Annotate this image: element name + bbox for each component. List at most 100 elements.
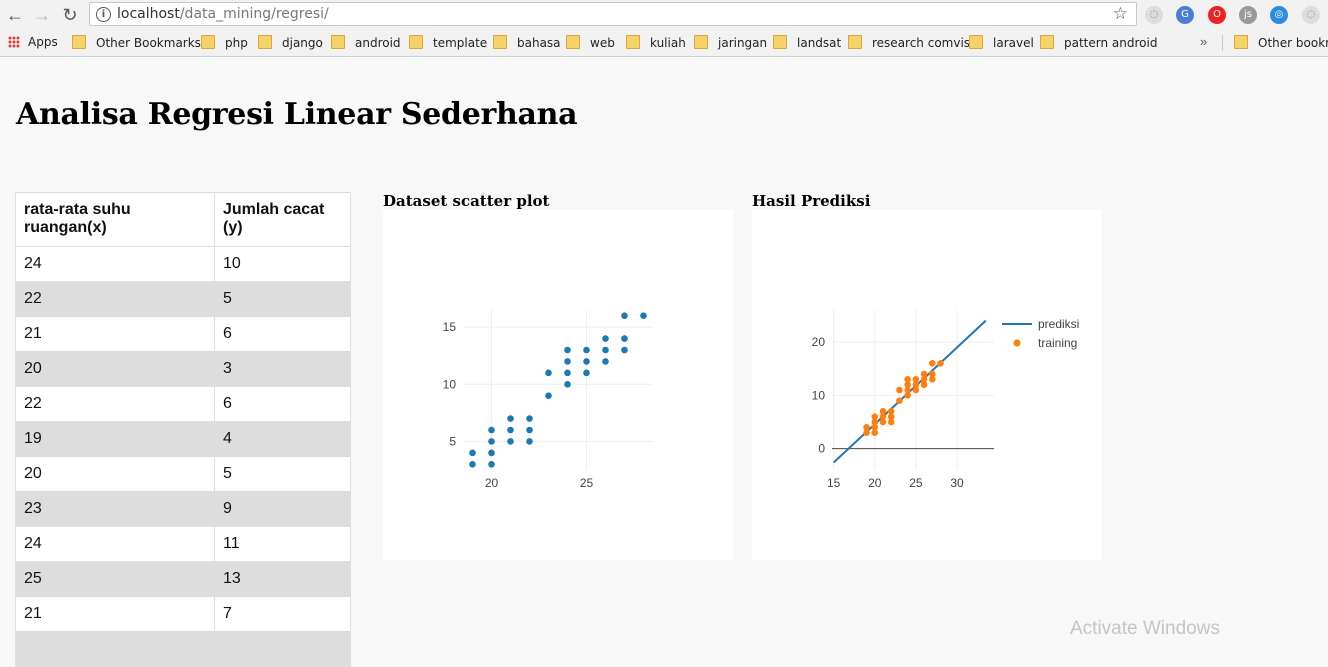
- data-point: [929, 360, 936, 367]
- site-info-icon[interactable]: i: [96, 7, 111, 22]
- folder-icon: [773, 35, 787, 49]
- cell-x: 25: [15, 561, 215, 597]
- data-point: [526, 415, 533, 422]
- data-point: [507, 426, 514, 434]
- data-point: [887, 418, 895, 426]
- data-point: [564, 380, 571, 388]
- bookmark-folder[interactable]: jaringan: [694, 35, 767, 50]
- table-row: 24 10: [15, 246, 351, 282]
- divider: [1222, 35, 1223, 51]
- data-point: [920, 370, 928, 378]
- cell-y: 10: [214, 246, 351, 282]
- folder-icon: [72, 35, 86, 49]
- url-text: localhost/data_mining/regresi/: [117, 6, 329, 22]
- forward-icon[interactable]: →: [33, 5, 51, 25]
- extension-icon[interactable]: ◌: [1145, 6, 1163, 24]
- x-tick-label: 20: [485, 476, 499, 490]
- table-row: 20 3: [15, 351, 351, 387]
- table-row: 23 9: [15, 491, 351, 527]
- data-point: [929, 370, 936, 378]
- folder-icon: [969, 35, 983, 49]
- data-point: [545, 369, 552, 377]
- table-row: 25 13: [15, 561, 351, 597]
- bookmark-folder[interactable]: bahasa: [493, 35, 561, 50]
- url-path: /data_mining/regresi/: [179, 6, 329, 22]
- prediction-chart-svg: 15 20 25 30 0 10 20 prediksi training: [812, 310, 1079, 490]
- bookmark-folder[interactable]: Other Bookmarks: [72, 35, 201, 50]
- data-point: [602, 335, 609, 342]
- data-point: [640, 312, 647, 320]
- data-point: [863, 424, 870, 431]
- data-point: [879, 418, 887, 426]
- bookmark-folder[interactable]: landsat: [773, 35, 841, 50]
- bookmark-folder[interactable]: web: [566, 35, 615, 50]
- data-point: [912, 386, 920, 394]
- bookmark-folder[interactable]: php: [201, 35, 248, 50]
- data-point: [879, 408, 887, 415]
- cell-y: 11: [214, 526, 351, 562]
- extension-icon[interactable]: ◌: [1302, 6, 1320, 24]
- data-point: [488, 426, 495, 434]
- data-point: [564, 346, 571, 354]
- table-row: 20 5: [15, 456, 351, 492]
- folder-icon: [1234, 35, 1248, 49]
- bookmark-folder[interactable]: research comvis: [848, 35, 970, 50]
- bookmark-folder[interactable]: django: [258, 35, 323, 50]
- prediction-chart-title: Hasil Prediksi: [752, 192, 871, 210]
- bookmark-apps[interactable]: Apps: [8, 35, 58, 49]
- cell-x: 19: [15, 421, 215, 457]
- x-tick-label: 20: [868, 476, 882, 490]
- table-row: 21 7: [15, 596, 351, 632]
- data-point: [887, 413, 895, 420]
- folder-icon: [409, 35, 423, 49]
- data-point: [920, 381, 928, 388]
- y-tick-label: 10: [443, 377, 457, 391]
- cell-y: 13: [214, 561, 351, 597]
- prediction-chart: 15 20 25 30 0 10 20 prediksi training: [752, 210, 1102, 560]
- data-point: [526, 438, 533, 445]
- cell-y: 3: [214, 351, 351, 387]
- url-host: localhost: [117, 6, 180, 22]
- data-point: [879, 413, 887, 420]
- data-point: [621, 312, 628, 320]
- translate-icon[interactable]: G: [1176, 6, 1194, 24]
- data-point: [920, 376, 928, 383]
- bookmark-folder[interactable]: template: [409, 35, 487, 50]
- browser-toolbar: ← → ↻ i localhost/data_mining/regresi/ ☆…: [0, 0, 1328, 30]
- bookmark-folder[interactable]: pattern android: [1040, 35, 1157, 50]
- table-row: 19 4: [15, 421, 351, 457]
- bookmark-folder[interactable]: Other bookmarks: [1234, 35, 1328, 50]
- x-tick-label: 30: [950, 476, 964, 490]
- opera-icon[interactable]: O: [1208, 6, 1226, 24]
- data-point: [871, 424, 879, 431]
- data-point: [507, 438, 514, 445]
- more-bookmarks-icon[interactable]: »: [1200, 34, 1208, 49]
- data-point: [871, 418, 879, 426]
- data-point: [904, 381, 911, 388]
- reload-icon[interactable]: ↻: [62, 5, 78, 25]
- legend-label: prediksi: [1038, 317, 1079, 331]
- data-point: [583, 358, 590, 365]
- bookmark-folder[interactable]: android: [331, 35, 401, 50]
- bookmark-folder[interactable]: kuliah: [626, 35, 686, 50]
- x-tick-label: 25: [909, 476, 923, 490]
- table-row: 24 11: [15, 526, 351, 562]
- bookmark-star-icon[interactable]: ☆: [1112, 4, 1128, 23]
- data-point: [469, 449, 476, 457]
- column-header: rata-rata suhu ruangan(x): [15, 192, 215, 247]
- data-point: [564, 358, 571, 365]
- apps-icon: [8, 36, 20, 48]
- activate-windows-watermark: Activate Windows: [1070, 618, 1220, 639]
- cell-x: 24: [15, 526, 215, 562]
- cell-y: 5: [214, 456, 351, 492]
- bookmark-folder[interactable]: laravel: [969, 35, 1034, 50]
- data-point: [583, 346, 590, 354]
- data-point: [621, 346, 628, 354]
- shield-icon[interactable]: ◎: [1270, 6, 1288, 24]
- cell-x: 20: [15, 456, 215, 492]
- cell-x: 23: [15, 491, 215, 527]
- js-icon[interactable]: js: [1239, 6, 1257, 24]
- back-icon[interactable]: ←: [6, 5, 24, 25]
- address-bar[interactable]: i localhost/data_mining/regresi/ ☆: [89, 2, 1137, 26]
- cell-x: 22: [15, 386, 215, 422]
